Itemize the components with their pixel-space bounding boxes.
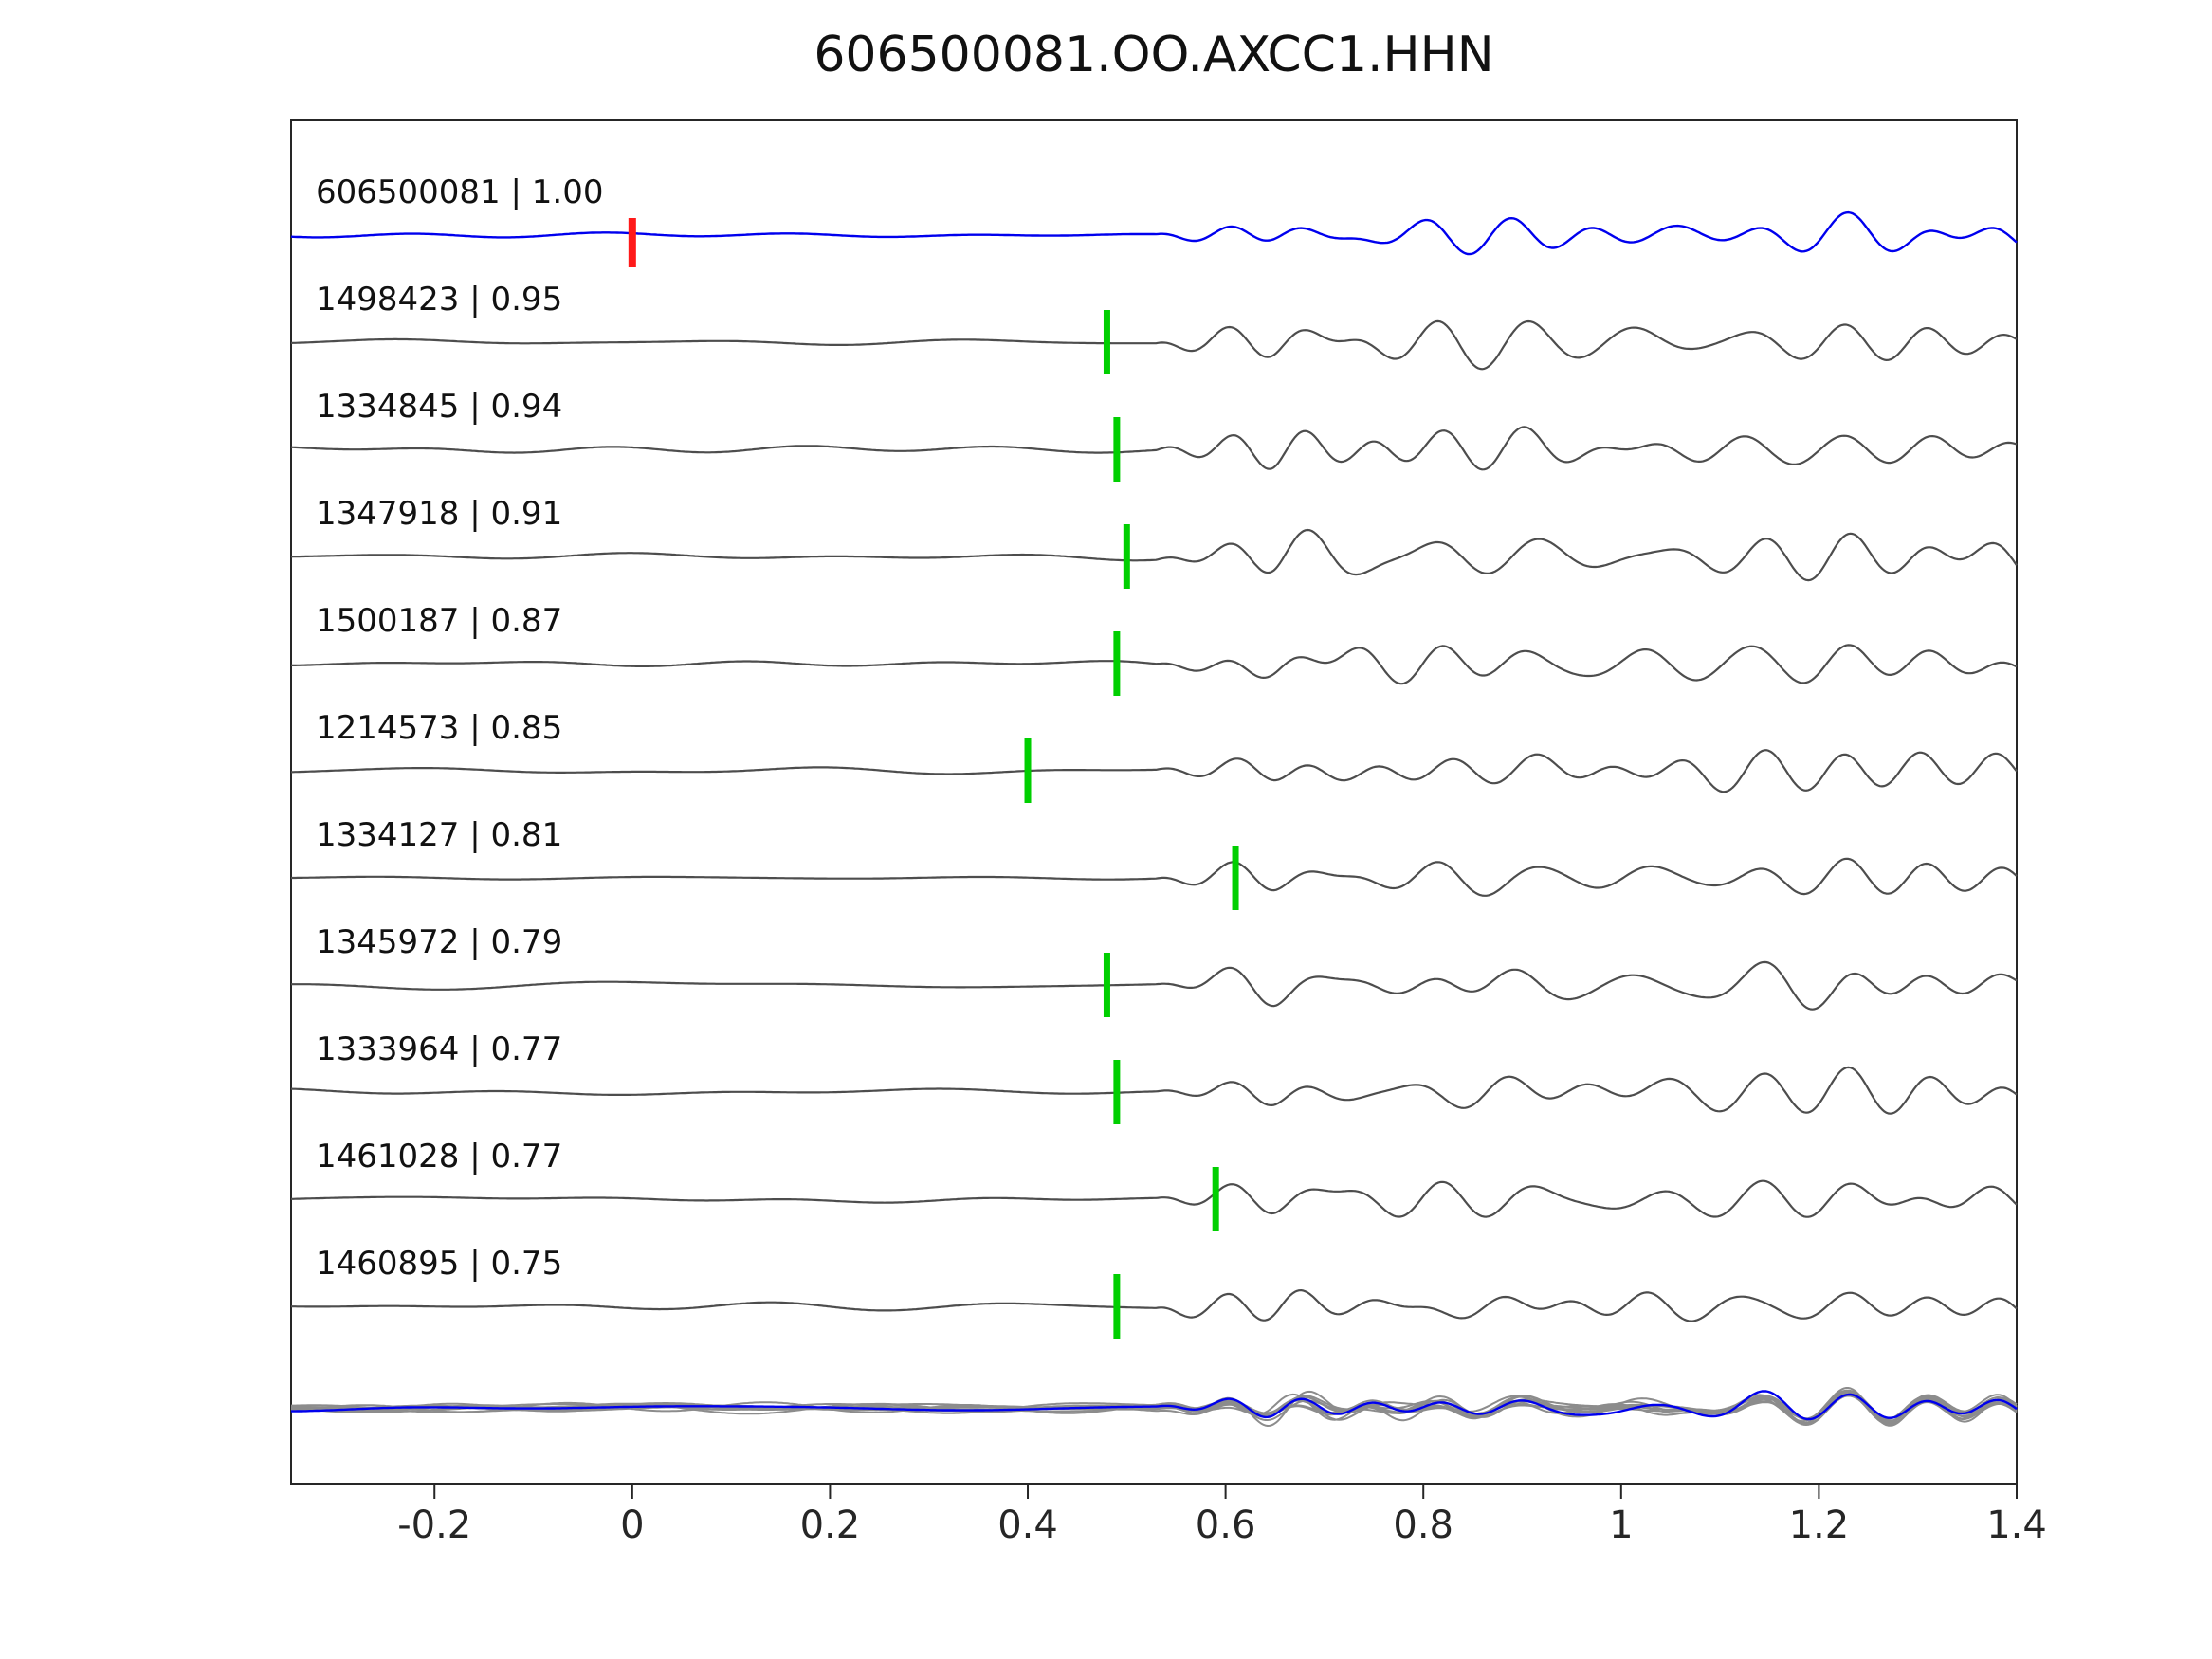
trace-path: [291, 1179, 2018, 1218]
trace-label: 1334845 | 0.94: [316, 388, 563, 426]
x-tick-label: 0.6: [1195, 1504, 1256, 1547]
trace-path: [291, 1288, 2018, 1322]
x-tick-label: 1: [1609, 1504, 1634, 1547]
axes-border: [290, 119, 2018, 1485]
trace-label: 1334127 | 0.81: [316, 816, 563, 854]
overlay-template-path: [291, 1390, 2018, 1421]
trace-label: 1460895 | 0.75: [316, 1245, 563, 1283]
plot-title: 606500081.OO.AXCC1.HHN: [814, 27, 1494, 83]
trace-label: 1347918 | 0.91: [316, 495, 563, 533]
x-tick-label: 0.2: [799, 1504, 861, 1547]
x-tick-label: 0.4: [997, 1504, 1058, 1547]
x-tick-label: 0.8: [1393, 1504, 1454, 1547]
trace-path: [291, 857, 2018, 897]
trace-label: 1333964 | 0.77: [316, 1030, 563, 1068]
trace-path: [291, 644, 2018, 685]
x-tick-label: 0: [620, 1504, 645, 1547]
trace-path: [290, 426, 2018, 471]
template-trace-path: [290, 210, 2018, 256]
trace-label: 1500187 | 0.87: [316, 602, 563, 640]
x-tick-label: 1.2: [1788, 1504, 1850, 1547]
trace-path: [290, 1066, 2018, 1115]
trace-path: [290, 749, 2018, 793]
x-tick-label: -0.2: [397, 1504, 472, 1547]
trace-path: [290, 528, 2018, 582]
trace-label: 1461028 | 0.77: [316, 1138, 563, 1176]
trace-label: 606500081 | 1.00: [316, 173, 604, 211]
trace-label: 1214573 | 0.85: [316, 709, 563, 747]
trace-label: 1345972 | 0.79: [316, 923, 563, 961]
trace-path: [291, 960, 2018, 1011]
trace-path: [290, 319, 2018, 371]
trace-label: 1498423 | 0.95: [316, 281, 563, 319]
x-tick-label: 1.4: [1986, 1504, 2047, 1547]
